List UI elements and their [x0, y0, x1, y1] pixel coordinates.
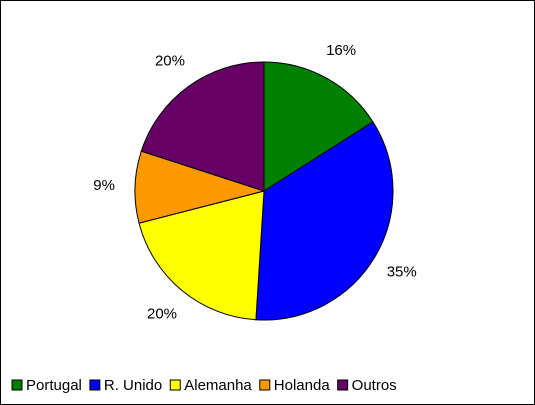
legend-swatch — [169, 379, 181, 391]
legend-swatch — [337, 379, 349, 391]
legend-label: Holanda — [274, 377, 331, 394]
data-label: 20% — [155, 53, 185, 70]
data-label: 35% — [387, 263, 417, 280]
data-label: 9% — [93, 177, 115, 194]
legend-swatch — [89, 379, 101, 391]
data-label: 20% — [147, 305, 177, 322]
data-label: 16% — [326, 42, 356, 59]
legend-label: Portugal — [26, 377, 82, 394]
pie-slice — [140, 61, 265, 192]
legend-label: R. Unido — [104, 377, 162, 394]
pie-slice — [138, 190, 265, 321]
legend-swatch — [259, 379, 271, 391]
legend-label: Outros — [352, 377, 397, 394]
pie-slice — [263, 61, 374, 192]
pie-slice — [255, 121, 394, 321]
legend-label: Alemanha — [184, 377, 252, 394]
legend-swatch — [11, 379, 23, 391]
